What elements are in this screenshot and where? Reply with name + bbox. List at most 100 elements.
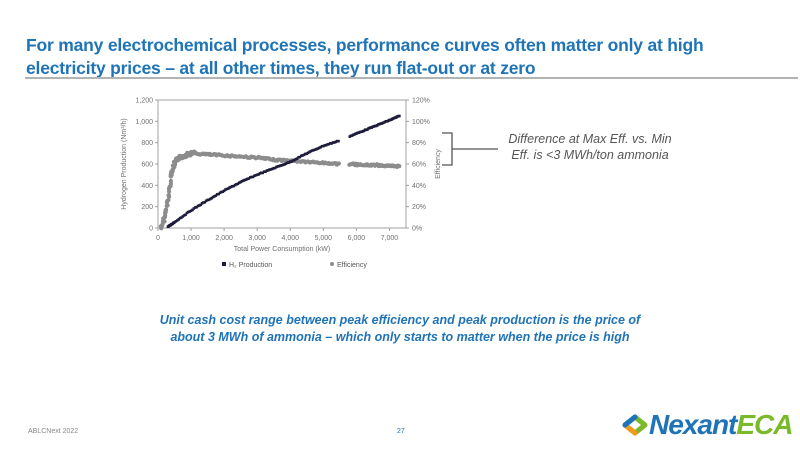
h2-production-point — [195, 205, 198, 209]
title-divider — [25, 77, 798, 79]
h2-production-point — [253, 174, 256, 178]
y2-tick-label: 20% — [412, 204, 426, 211]
footer-event-label: ABLCNext 2022 — [28, 428, 79, 435]
h2-production-point — [210, 196, 214, 200]
h2-production-point — [233, 183, 237, 187]
h2-production-point — [268, 168, 271, 171]
h2-production-point — [297, 156, 300, 159]
h2-production-point — [221, 190, 225, 194]
h2-production-point — [304, 152, 307, 156]
y2-tick-label: 120% — [412, 98, 430, 105]
h2-production-point — [305, 152, 309, 155]
legend-marker-efficiency — [330, 262, 334, 266]
h2-production-point — [294, 157, 298, 161]
h2-production-point — [180, 216, 183, 219]
h2-production-point — [177, 218, 180, 221]
h2-production-point — [335, 139, 339, 143]
efficiency-point — [166, 192, 171, 198]
h2-production-point — [272, 166, 276, 170]
legend-label-efficiency: Efficiency — [337, 262, 367, 269]
h2-production-point — [291, 159, 295, 162]
h2-production-point — [299, 154, 303, 158]
h2-production-point — [279, 164, 282, 167]
h2-production-point — [315, 147, 318, 151]
logo-mark-icon — [622, 414, 648, 436]
h2-production-point — [228, 186, 231, 189]
y-axis-label: Hydrogen Production (Nm³/h) — [121, 118, 128, 209]
h2-production-point — [277, 164, 281, 168]
h2-production-point — [316, 147, 320, 150]
h2-production-point — [214, 194, 218, 197]
h2-production-point — [328, 142, 332, 145]
h2-production-point — [175, 219, 179, 222]
h2-production-point — [283, 162, 287, 166]
y2-tick-label: 80% — [412, 140, 426, 147]
h2-production-point — [173, 220, 176, 224]
h2-production-point — [306, 151, 310, 155]
h2-production-point — [330, 142, 333, 145]
x-axis-label: Total Power Consumption (kW) — [234, 246, 330, 253]
h2-production-point — [260, 171, 263, 175]
h2-production-point — [243, 178, 247, 182]
h2-production-point — [295, 157, 299, 160]
slide-title: For many electrochemical processes, perf… — [26, 35, 704, 78]
h2-production-point — [327, 142, 331, 146]
x-tick-label: 7,000 — [381, 235, 399, 242]
y2-tick-label: 0% — [412, 226, 422, 233]
h2-production-point — [262, 170, 266, 173]
h2-production-point — [265, 169, 269, 172]
bracket — [442, 132, 453, 166]
h2-production-point — [261, 171, 265, 175]
y2-tick-label: 100% — [412, 119, 430, 126]
h2-production-point — [198, 204, 201, 207]
h2-production-point — [174, 220, 178, 223]
y2-tick-label: 60% — [412, 162, 426, 169]
h2-production-point — [239, 180, 242, 184]
h2-production-point — [302, 153, 306, 157]
h2-production-point — [293, 158, 296, 162]
legend-label-h2: H₂ Production — [229, 262, 272, 269]
h2-production-point — [224, 188, 227, 191]
h2-production-point — [203, 200, 207, 204]
annotation-text: Difference at Max Eff. vs. Min Eff. is <… — [508, 132, 672, 162]
h2-production-point — [334, 140, 338, 144]
h2-production-point — [225, 187, 229, 191]
h2-production-point — [181, 215, 185, 218]
h2-production-point — [320, 144, 324, 148]
y-tick-label: 1,000 — [135, 119, 153, 126]
x-tick-label: 4,000 — [282, 235, 300, 242]
h2-production-point — [240, 179, 244, 183]
h2-production-point — [287, 161, 291, 164]
h2-production-point — [317, 146, 321, 150]
h2-production-point — [202, 201, 205, 204]
h2-production-point — [288, 160, 292, 163]
h2-production-point — [398, 114, 401, 118]
h2-production-point — [301, 154, 304, 157]
h2-production-point — [196, 204, 200, 208]
y2-tick-label: 40% — [412, 183, 426, 190]
h2-production-point — [308, 150, 311, 154]
y-tick-label: 1,200 — [135, 98, 153, 105]
h2-production-point — [322, 144, 325, 148]
x-tick-label: 1,000 — [182, 235, 200, 242]
h2-production-point — [313, 148, 317, 152]
efficiency-series — [158, 149, 402, 231]
h2-production-point — [207, 198, 211, 202]
x-tick-label: 3,000 — [248, 235, 266, 242]
h2-production-point — [254, 173, 258, 177]
logo-text-eca: ECA — [736, 409, 793, 440]
y-tick-label: 600 — [141, 162, 153, 169]
y2-axis-label: Efficiency — [435, 149, 442, 179]
h2-production-point — [209, 197, 212, 201]
legend-marker-h2 — [222, 262, 226, 266]
h2-production-point — [182, 214, 186, 217]
h2-production-point — [275, 165, 278, 169]
h2-production-point — [236, 182, 240, 186]
h2-production-point — [312, 148, 315, 152]
h2-production-point — [222, 189, 226, 193]
h2-production-point — [250, 175, 253, 179]
h2-production-point — [235, 182, 238, 186]
h2-production-point — [326, 143, 329, 146]
h2-production-point — [271, 167, 274, 171]
